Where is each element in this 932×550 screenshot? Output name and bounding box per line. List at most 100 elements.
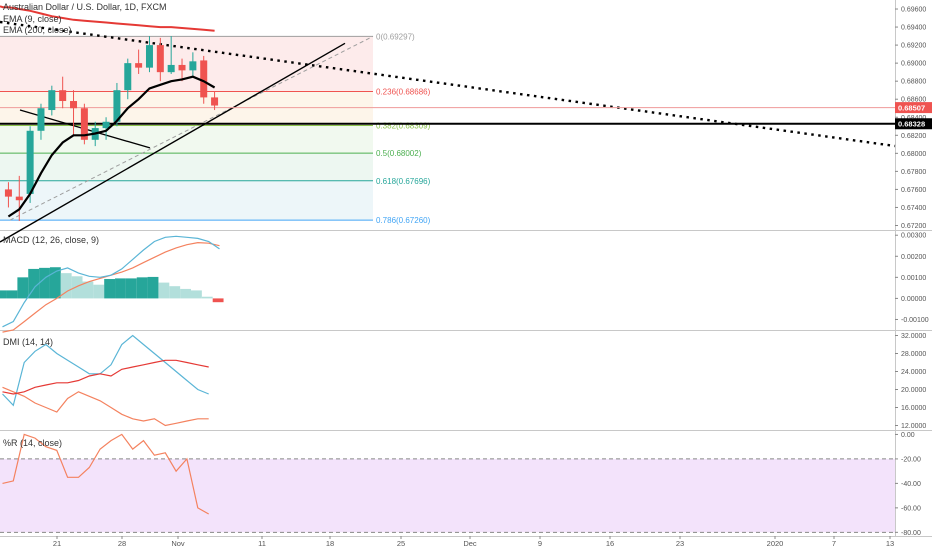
fib-level-label: 0.618(0.67696) [376,177,431,186]
fib-zone [0,36,373,92]
time-tick-label: 18 [326,539,334,548]
dmi-label[interactable]: DMI (14, 14) [3,337,53,347]
price-tick-label: 0.67600 [901,187,926,194]
time-tick-label: 13 [886,539,894,548]
fib-zone [0,180,373,221]
dmi-minus-di-line[interactable] [2,386,209,427]
macd-histogram-bar [190,290,202,299]
candle-body[interactable] [102,121,110,129]
dmi-pane[interactable] [2,334,209,427]
macd-histogram-bar [71,276,83,299]
wr-label[interactable]: %R (14, close) [3,438,62,448]
ema-9-line[interactable] [7,75,216,218]
candle-body[interactable] [211,97,219,106]
ema-slow-label[interactable]: EMA (200, close) [3,25,72,35]
macd-pane[interactable] [0,235,224,333]
time-tick-label: 2020 [767,539,784,548]
candle-body[interactable] [200,60,208,98]
fib-level-label: 0.5(0.68002) [376,149,422,158]
price-tick-label: 0.68600 [901,97,926,104]
last-price-tag-text: 0.68507 [898,104,925,113]
candle-body[interactable] [113,90,121,122]
price-tick-label: 0.68000 [901,151,926,158]
fib-level-label: 0(0.69297) [376,32,415,41]
candle-body[interactable] [124,63,132,91]
macd-histogram-bar [136,277,148,299]
price-tick-label: 0.67200 [901,223,926,230]
fib-zone [0,153,373,181]
candle-body[interactable] [145,45,153,68]
macd-histogram-bar [125,278,137,299]
time-tick-label: 16 [606,539,614,548]
time-tick-label: 11 [258,539,266,548]
candle-body[interactable] [189,61,197,71]
candle-body[interactable] [15,196,23,201]
time-tick-label: Dec [463,539,477,548]
wr-tick-label: -20.00 [901,456,921,463]
price-tick-label: 0.68800 [901,79,926,86]
macd-tick-label: 0.00300 [901,233,926,240]
fib-zone [0,125,373,154]
time-tick-label: 25 [397,539,405,548]
ema-fast-label[interactable]: EMA (9, close) [3,14,62,24]
time-tick-label: 21 [53,539,61,548]
macd-histogram-bar [104,279,116,299]
ema-200-line[interactable] [0,5,215,32]
price-tick-label: 0.69200 [901,43,926,50]
candle-body[interactable] [135,63,143,68]
uptrend-line[interactable] [0,42,346,243]
axes: 0.69600 0.69400 0.69200 0.69000 0.68800 0.686… [53,7,932,548]
macd-histogram-bar [169,286,181,299]
macd-histogram-bar [147,276,159,299]
time-tick-label: Nov [171,539,185,548]
price-tick-label: 0.67400 [901,205,926,212]
fib-retracement[interactable]: 0(0.69297) 0.236(0.68686) 0.382(0.68309) 0.… [0,32,431,225]
wr-tick-label: 0.00 [901,432,915,439]
macd-histogram-bar [28,268,40,299]
macd-histogram-bar [17,277,29,299]
candle-body[interactable] [156,45,164,73]
macd-histogram-bar [201,296,213,299]
wr-tick-label: -60.00 [901,505,921,512]
macd-histogram-bar [39,267,50,299]
price-tick-label: 0.67800 [901,169,926,176]
fib-diagonal[interactable] [9,35,374,221]
dmi-plus-di-line[interactable] [2,334,209,407]
dmi-adx-line[interactable] [2,359,209,395]
dmi-tick-label: 24.0000 [901,369,926,376]
symbol-title[interactable]: Australian Dollar / U.S. Dollar, 1D, FXC… [3,2,167,12]
dmi-tick-label: 20.0000 [901,387,926,394]
wr-line[interactable] [2,433,209,515]
fib-level-label: 0.382(0.68309) [376,121,431,130]
candle-body[interactable] [178,64,186,71]
macd-tick-label: -0.00100 [901,317,929,324]
macd-label[interactable]: MACD (12, 26, close, 9) [3,235,99,245]
candle-body[interactable] [48,90,56,111]
williams-r-pane[interactable] [0,433,895,533]
wr-band-fill [0,458,895,533]
macd-histogram-bar [49,267,61,299]
candle-body[interactable] [37,108,45,131]
macd-histogram-bar [115,278,126,299]
last-price-tag [895,102,932,114]
dmi-tick-label: 16.0000 [901,405,926,412]
candle-body[interactable] [167,64,175,73]
macd-histogram-bar [6,290,18,299]
macd-histogram-bar [212,298,224,303]
macd-line[interactable] [2,235,220,328]
time-tick-label: 23 [676,539,684,548]
time-tick-label: 9 [538,539,542,548]
macd-histogram-bar [93,284,105,299]
candle-body[interactable] [80,108,88,140]
macd-tick-label: 0.00000 [901,296,926,303]
price-tick-label: 0.69600 [901,7,926,14]
candle-body[interactable] [4,189,12,197]
candle-body[interactable] [26,130,34,194]
candle-body[interactable] [59,90,67,102]
fib-level-label: 0.236(0.68686) [376,87,431,96]
candle-body[interactable] [70,101,78,109]
macd-histogram-bar [0,290,7,299]
time-tick-label: 7 [832,539,836,548]
price-pane[interactable] [0,5,896,243]
